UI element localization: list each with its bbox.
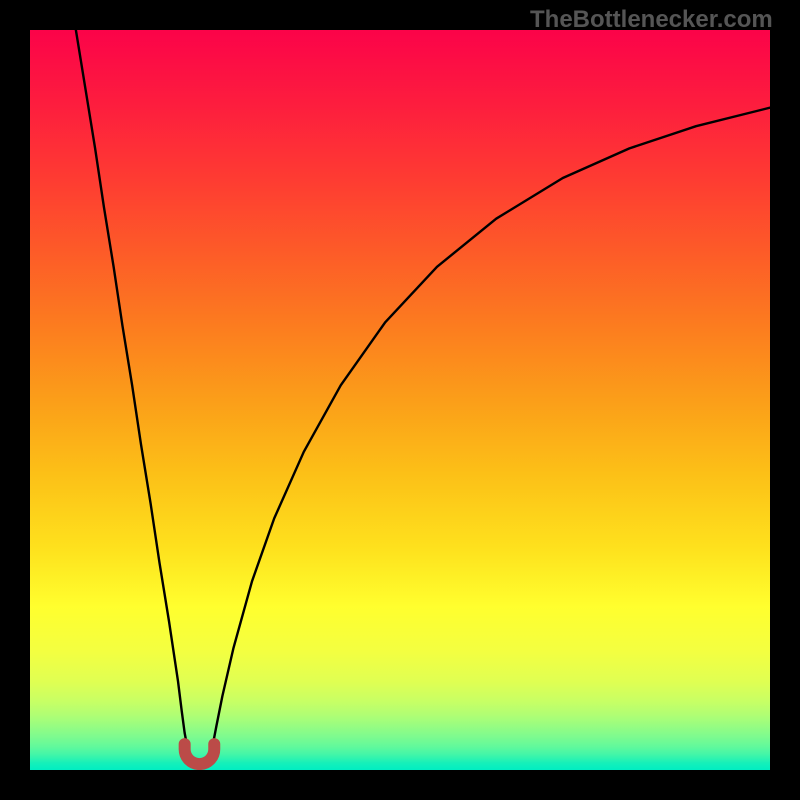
watermark-text: TheBottlenecker.com — [530, 6, 773, 34]
bottleneck-chart — [30, 30, 770, 770]
gradient-background — [30, 30, 770, 770]
chart-frame — [30, 30, 770, 770]
